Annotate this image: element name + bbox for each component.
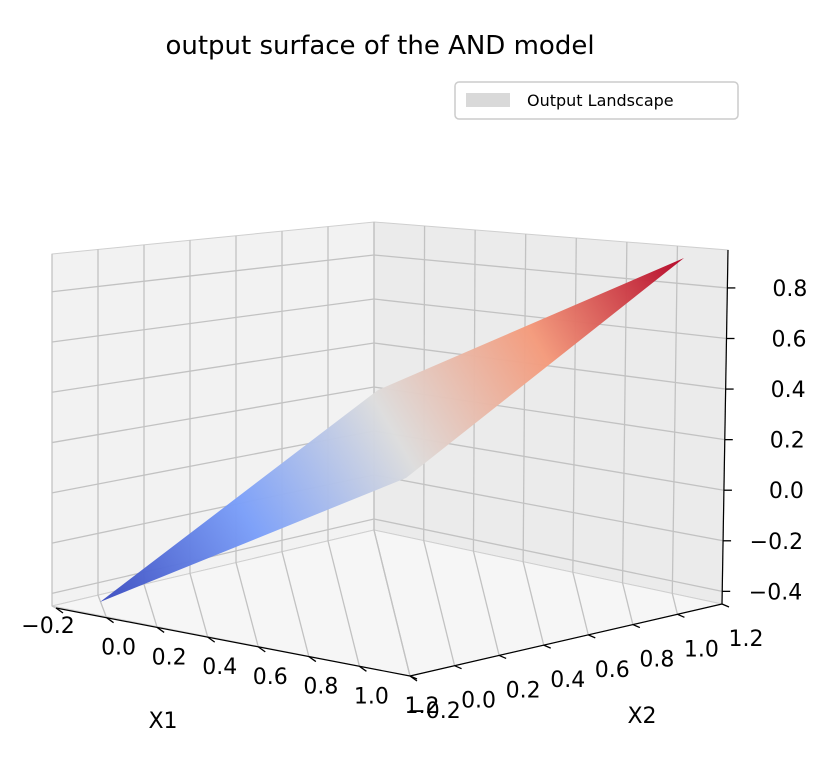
x1-floor-gridline <box>235 562 259 648</box>
legend-swatch <box>466 93 510 107</box>
x2-wall-gridline <box>572 237 577 573</box>
x1-tick-label: 0.2 <box>152 645 187 670</box>
x1-tick-label: 0.8 <box>303 675 338 700</box>
z-gridline <box>51 342 726 393</box>
z-tick-label: 0.8 <box>772 277 807 302</box>
x2-tick-label: 0.6 <box>595 658 630 683</box>
tick-labels: −0.20.0 0.2 0.4 0.6 0.8 1.0 1.2−0.2 0.0 0.2 0.4 0.… <box>21 277 807 724</box>
z-tick-label: −0.4 <box>749 580 802 605</box>
x2-tick-mark <box>677 613 685 618</box>
x1-tick-mark <box>106 617 114 624</box>
x1-tick-mark <box>207 636 216 643</box>
legend: Output Landscape <box>454 81 739 120</box>
x1-tick-label: 1.0 <box>354 684 389 709</box>
x1-tick-label: 0.4 <box>202 655 237 680</box>
x2-floor-gridline <box>522 561 545 646</box>
x2-tick-mark <box>454 665 462 670</box>
x1-floor-gridline <box>327 540 361 667</box>
z-tick-label: 0.2 <box>770 429 805 454</box>
z-tick-label: 0.0 <box>769 479 804 504</box>
x2-tick-label: 0.0 <box>461 689 496 714</box>
x1-tick-label: 0.0 <box>101 636 136 661</box>
x2-tick-mark <box>632 623 641 629</box>
z-tick-label: −0.2 <box>750 530 803 555</box>
x1-tick-mark <box>156 626 165 633</box>
x2-floor-gridline <box>423 540 456 666</box>
x2-tick-label: 0.8 <box>639 648 674 673</box>
x1-tick-mark <box>359 665 367 672</box>
x2-floor-gridline <box>572 572 589 636</box>
x2-tick-label: 1.2 <box>729 627 764 652</box>
z-gridline <box>51 254 728 293</box>
x1-tick-label: 0.6 <box>253 665 288 690</box>
x2-floor-gridline <box>671 593 679 615</box>
x1-floor-gridline <box>281 551 310 657</box>
x1-floor-gridline <box>97 594 108 618</box>
x2-tick-mark <box>543 644 551 649</box>
x2-tick-mark <box>721 603 730 608</box>
x2-wall-gridline <box>671 245 679 594</box>
x2-axis-line <box>409 603 723 677</box>
x2-floor-gridline <box>373 529 411 677</box>
x1-floor-gridline <box>51 605 57 609</box>
x1-tick-label: 1.2 <box>405 694 440 719</box>
x1-tick-label: −0.2 <box>21 614 74 639</box>
z-tick-label: 0.6 <box>772 328 807 353</box>
legend-label: Output Landscape <box>527 91 674 110</box>
output-surface <box>100 258 684 602</box>
z-tick-label: 0.4 <box>771 378 806 403</box>
z-gridline <box>51 298 727 343</box>
x1-floor-gridline <box>143 584 158 628</box>
x2-floor-gridline <box>472 550 500 656</box>
x2-tick-label: 1.0 <box>684 637 719 662</box>
x2-tick-mark <box>498 654 507 660</box>
x2-tick-label: 0.2 <box>506 678 541 703</box>
x1-tick-mark <box>55 607 64 614</box>
x2-tick-label: 0.4 <box>550 668 585 693</box>
x2-floor-gridline <box>621 582 634 625</box>
x1-tick-mark <box>257 646 266 653</box>
x1-axis-line <box>55 607 411 677</box>
x1-floor-gridline <box>189 573 209 638</box>
chart-title: output surface of the AND model <box>165 31 594 61</box>
x2-wall-gridline <box>522 233 527 562</box>
x1-tick-mark <box>308 656 317 663</box>
z-axis-line <box>721 249 729 605</box>
x2-axis-label: X2 <box>627 704 656 729</box>
z-gridline <box>51 386 725 444</box>
legend-box <box>454 81 739 120</box>
x2-tick-label: −0.2 <box>407 699 460 724</box>
tick-marks <box>55 287 736 682</box>
x2-tick-mark <box>588 634 596 639</box>
x2-tick-mark <box>409 675 418 680</box>
x1-axis-label: X1 <box>148 709 177 734</box>
